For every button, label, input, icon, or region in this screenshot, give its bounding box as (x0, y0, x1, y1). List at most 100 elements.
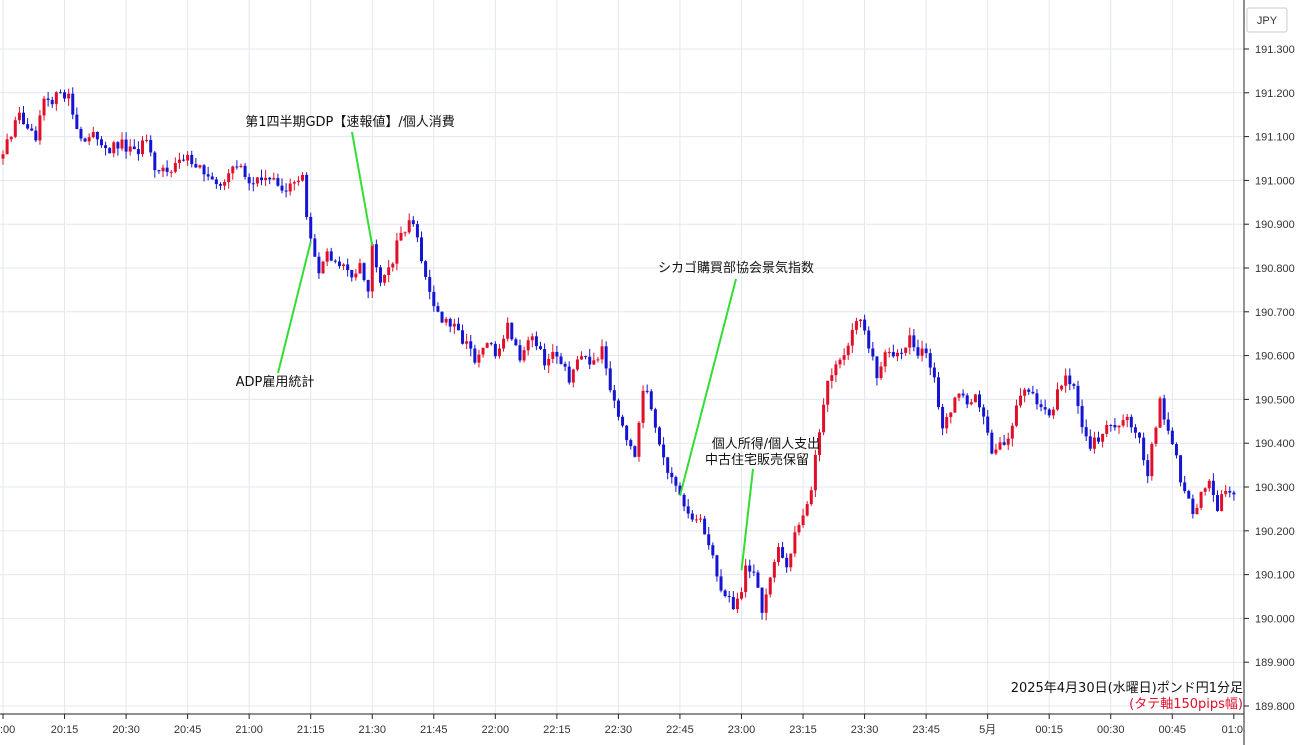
candle-body (309, 216, 313, 239)
candle-layer (1, 87, 1236, 621)
candle-body (1031, 391, 1035, 394)
x-tick-label: 5月 (979, 724, 996, 736)
candle-body (1150, 443, 1154, 477)
candle-body (124, 139, 128, 152)
candle-body (998, 442, 1002, 450)
candle-body (514, 339, 518, 346)
candle-body (448, 318, 452, 327)
candle-body (1211, 480, 1215, 496)
candle-body (497, 348, 501, 357)
candle-body (387, 267, 391, 275)
candle-body (781, 547, 785, 558)
candle-body (748, 565, 752, 572)
candle-body (399, 232, 403, 241)
candle-body (621, 416, 625, 426)
candle-body (969, 402, 973, 405)
candle-body (502, 338, 506, 349)
candle-body (596, 359, 600, 361)
candle-body (867, 330, 871, 349)
candle-body (251, 183, 255, 185)
candle-body (243, 165, 247, 178)
y-tick-label: 190.100 (1255, 570, 1295, 582)
candle-body (674, 477, 678, 486)
candle-body (317, 256, 321, 274)
candle-body (945, 417, 949, 429)
candle-body (555, 351, 559, 357)
x-tick-label: 22:00 (482, 724, 510, 736)
candle-body (493, 343, 497, 357)
candle-body (407, 220, 411, 233)
candle-body (13, 120, 17, 137)
candle-body (350, 270, 354, 278)
candle-body (403, 232, 407, 234)
candle-body (182, 159, 186, 161)
candle-body (128, 146, 132, 152)
y-tick-label: 190.400 (1255, 438, 1295, 450)
candle-body (305, 174, 309, 217)
candle-body (264, 177, 268, 181)
candle-body (296, 180, 300, 183)
candle-body (1142, 437, 1146, 461)
candle-body (891, 352, 895, 357)
candle-body (456, 323, 460, 331)
y-tick-label: 191.200 (1255, 88, 1295, 100)
candle-body (1035, 393, 1039, 405)
candle-body (284, 190, 288, 192)
candle-body (1064, 375, 1068, 386)
candle-body (727, 596, 731, 598)
x-tick-label: 00:45 (1158, 724, 1186, 736)
candle-body (75, 114, 79, 129)
candle-body (785, 557, 789, 568)
candle-body (797, 525, 801, 533)
candle-body (608, 368, 612, 391)
candle-body (772, 562, 776, 578)
candle-body (916, 347, 920, 356)
candle-body (206, 174, 210, 177)
x-tick-label: 20:30 (112, 724, 140, 736)
candle-body (477, 354, 481, 363)
candle-body (879, 366, 883, 379)
candle-body (1080, 405, 1084, 428)
candle-body (559, 356, 563, 364)
candle-body (908, 335, 912, 348)
x-tick-label: 00:15 (1035, 724, 1063, 736)
candle-body (255, 177, 259, 184)
annotation-leader-line (740, 468, 754, 571)
candle-body (694, 519, 698, 521)
y-tick-label: 190.600 (1255, 351, 1295, 363)
candle-body (1224, 490, 1228, 495)
candle-body (826, 380, 830, 405)
y-tick-label: 191.100 (1255, 132, 1295, 144)
candle-body (822, 404, 826, 433)
candle-body (1179, 455, 1183, 483)
candle-body (895, 352, 899, 357)
candle-body (740, 592, 744, 599)
candle-body (227, 173, 231, 183)
x-tick-labels: :00 20:15 20:30 20:45 21:00 21:15 21:30 21:45 22… (0, 714, 1243, 736)
y-tick-label: 189.900 (1255, 657, 1295, 669)
candle-body (153, 152, 157, 171)
candle-body (190, 154, 194, 165)
candle-body (1014, 405, 1018, 426)
candle-body (313, 238, 317, 257)
candle-body (1043, 407, 1047, 410)
candle-body (1068, 375, 1072, 385)
annotation-label: 中古住宅販売保留 (705, 452, 809, 468)
candle-body (1051, 409, 1055, 416)
candle-body (17, 112, 21, 121)
candle-body (809, 490, 813, 505)
candle-body (370, 244, 374, 292)
x-tick-label: 23:45 (912, 724, 940, 736)
candle-body (1105, 424, 1109, 434)
candle-body (1207, 480, 1211, 489)
y-tick-label: 190.700 (1255, 307, 1295, 319)
annotation-label: ADP雇用統計 (236, 374, 315, 390)
candle-body (629, 440, 633, 447)
candle-body (1039, 404, 1043, 408)
candle-body (707, 534, 711, 546)
candle-body (87, 137, 91, 142)
candle-body (1203, 488, 1207, 492)
candle-body (699, 518, 703, 520)
annotation-leader-line (351, 131, 374, 247)
candle-body (354, 273, 358, 278)
